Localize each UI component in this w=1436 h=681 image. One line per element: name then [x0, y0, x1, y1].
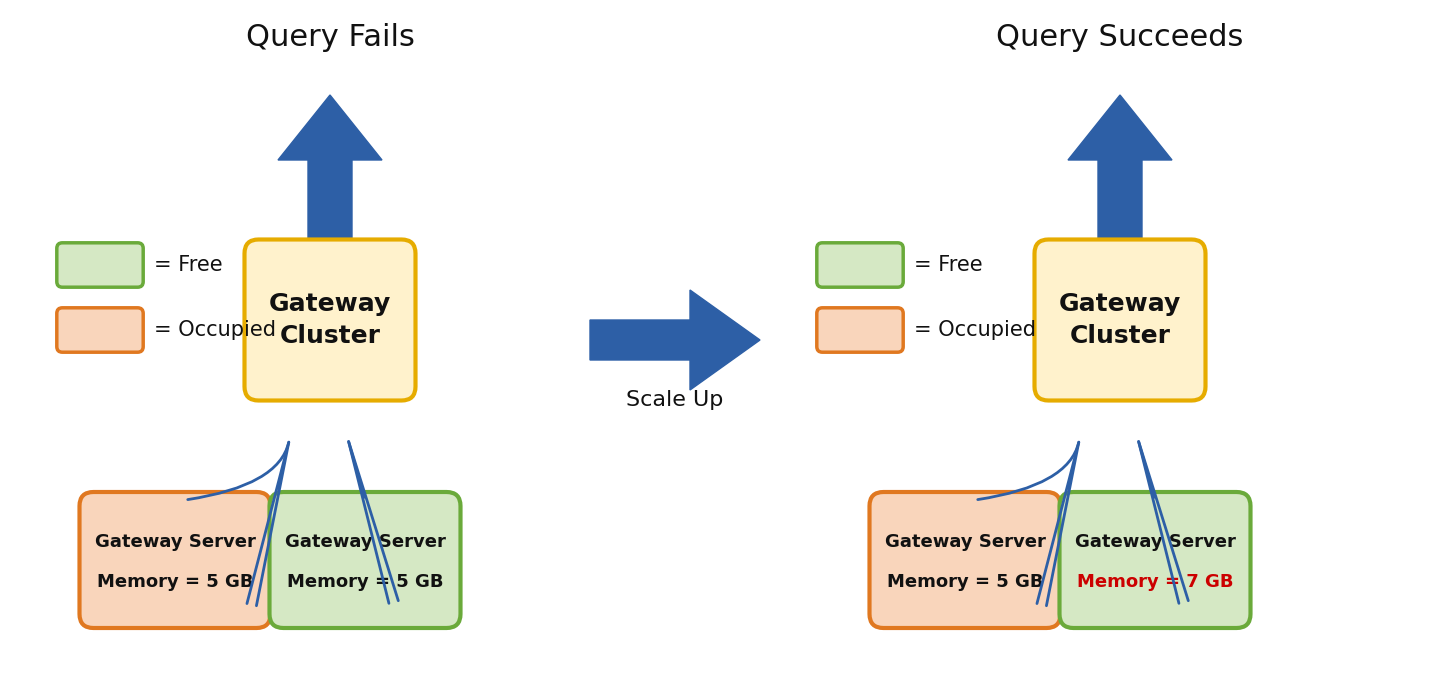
FancyBboxPatch shape — [817, 308, 903, 352]
Text: Memory = 5 GB: Memory = 5 GB — [287, 573, 444, 591]
Text: Gateway Server: Gateway Server — [1074, 533, 1235, 551]
FancyBboxPatch shape — [817, 243, 903, 287]
FancyBboxPatch shape — [57, 308, 144, 352]
Text: Memory = 5 GB: Memory = 5 GB — [887, 573, 1043, 591]
Text: Query Succeeds: Query Succeeds — [997, 24, 1244, 52]
Text: Gateway Server: Gateway Server — [95, 533, 256, 551]
FancyBboxPatch shape — [57, 243, 144, 287]
FancyBboxPatch shape — [870, 492, 1061, 628]
FancyBboxPatch shape — [79, 492, 270, 628]
FancyBboxPatch shape — [244, 240, 415, 400]
Text: Gateway
Cluster: Gateway Cluster — [269, 292, 391, 348]
Text: = Occupied: = Occupied — [154, 320, 276, 340]
Polygon shape — [1068, 95, 1172, 245]
Text: Gateway Server: Gateway Server — [885, 533, 1045, 551]
Text: = Free: = Free — [913, 255, 982, 275]
Polygon shape — [279, 95, 382, 245]
Text: Gateway Server: Gateway Server — [284, 533, 445, 551]
Text: = Free: = Free — [154, 255, 223, 275]
FancyBboxPatch shape — [270, 492, 461, 628]
Text: Scale Up: Scale Up — [626, 390, 724, 410]
FancyBboxPatch shape — [1034, 240, 1205, 400]
Polygon shape — [590, 290, 760, 390]
FancyBboxPatch shape — [1060, 492, 1251, 628]
Text: Gateway
Cluster: Gateway Cluster — [1058, 292, 1182, 348]
Text: = Occupied: = Occupied — [913, 320, 1035, 340]
Text: Memory = 5 GB: Memory = 5 GB — [96, 573, 253, 591]
Text: Query Fails: Query Fails — [246, 24, 415, 52]
Text: Memory = 7 GB: Memory = 7 GB — [1077, 573, 1234, 591]
